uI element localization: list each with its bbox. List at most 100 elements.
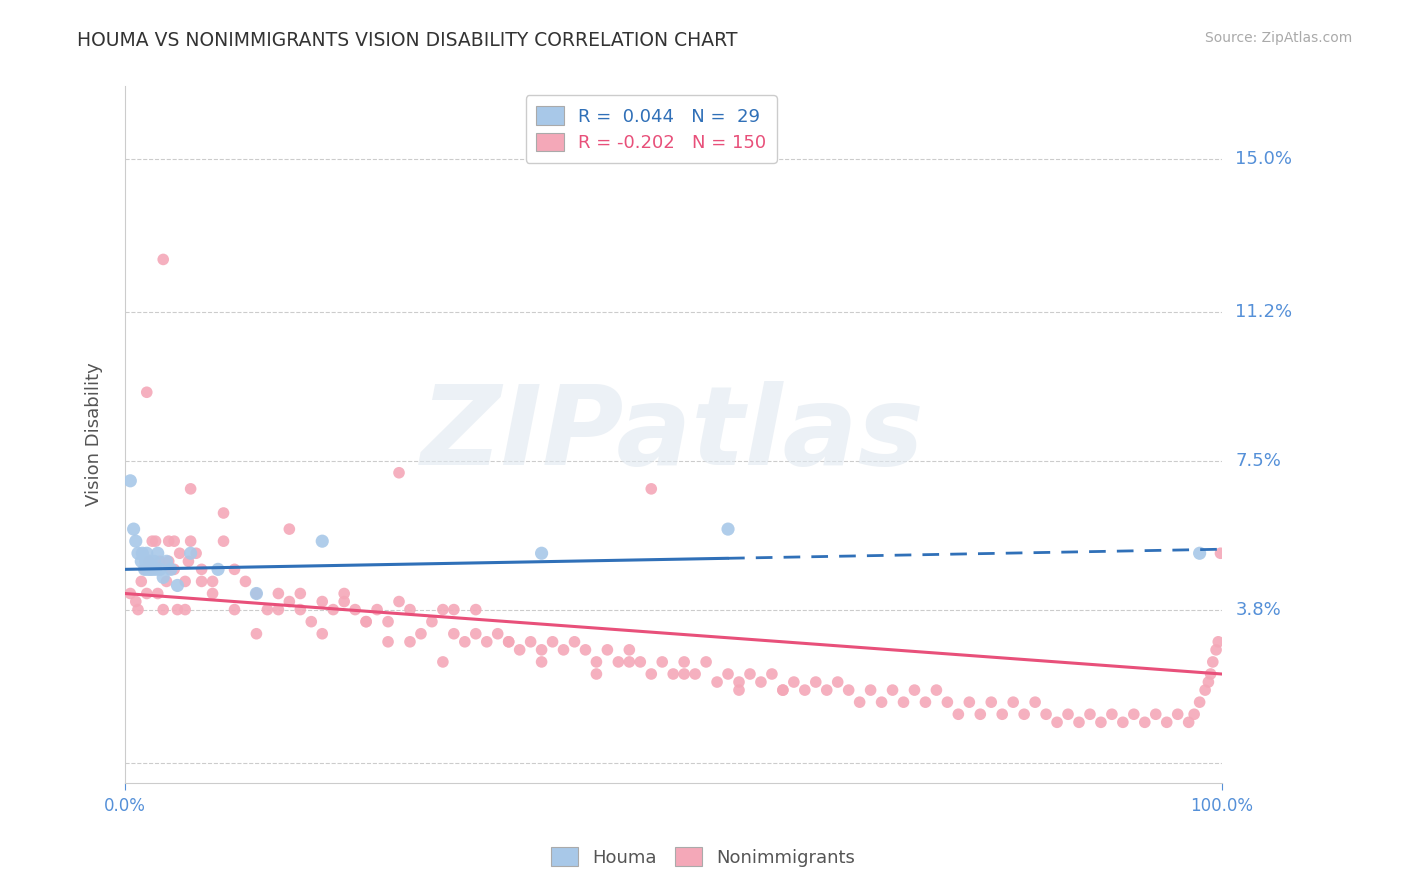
Point xyxy=(1057,707,1080,722)
Point xyxy=(717,522,740,536)
Point xyxy=(190,562,212,576)
Point xyxy=(882,683,904,698)
Point xyxy=(628,655,651,669)
Point xyxy=(827,675,849,690)
Point xyxy=(728,683,751,698)
Point xyxy=(256,602,278,616)
Point xyxy=(136,562,159,576)
Point xyxy=(848,695,870,709)
Point xyxy=(564,635,586,649)
Point xyxy=(783,675,806,690)
Point xyxy=(290,586,312,600)
Point xyxy=(980,695,1002,709)
Point xyxy=(146,546,169,560)
Text: 7.5%: 7.5% xyxy=(1236,451,1281,470)
Point xyxy=(1177,715,1199,730)
Point xyxy=(224,602,246,616)
Point xyxy=(344,602,367,616)
Point xyxy=(530,655,553,669)
Point xyxy=(278,522,301,536)
Point xyxy=(155,574,177,589)
Point xyxy=(509,643,531,657)
Point xyxy=(1206,635,1229,649)
Point xyxy=(1209,546,1232,560)
Point xyxy=(706,675,728,690)
Point xyxy=(815,683,838,698)
Point xyxy=(969,707,991,722)
Point xyxy=(212,534,235,549)
Text: 15.0%: 15.0% xyxy=(1236,150,1292,168)
Point xyxy=(174,602,197,616)
Point xyxy=(212,506,235,520)
Point xyxy=(761,667,783,681)
Point xyxy=(135,586,157,600)
Point xyxy=(311,626,333,640)
Point xyxy=(420,615,443,629)
Point xyxy=(311,594,333,608)
Point xyxy=(619,643,641,657)
Y-axis label: Vision Disability: Vision Disability xyxy=(86,363,103,507)
Point xyxy=(145,534,167,549)
Point xyxy=(129,574,152,589)
Point xyxy=(207,562,229,576)
Point xyxy=(180,534,202,549)
Point xyxy=(859,683,882,698)
Point xyxy=(120,586,142,600)
Point xyxy=(936,695,959,709)
Point xyxy=(596,643,619,657)
Point xyxy=(717,667,740,681)
Point xyxy=(333,594,356,608)
Point xyxy=(486,626,509,640)
Point xyxy=(149,562,172,576)
Point xyxy=(1024,695,1046,709)
Point xyxy=(683,667,706,681)
Point xyxy=(290,602,312,616)
Point xyxy=(157,554,180,568)
Point xyxy=(519,635,541,649)
Point xyxy=(152,570,174,584)
Point xyxy=(160,562,183,576)
Point xyxy=(948,707,970,722)
Legend: R =  0.044   N =  29, R = -0.202   N = 150: R = 0.044 N = 29, R = -0.202 N = 150 xyxy=(526,95,778,163)
Point xyxy=(354,615,377,629)
Point xyxy=(793,683,815,698)
Point xyxy=(738,667,761,681)
Point xyxy=(443,602,465,616)
Point xyxy=(1199,667,1222,681)
Point xyxy=(166,602,188,616)
Point xyxy=(145,562,167,576)
Point xyxy=(409,626,432,640)
Point xyxy=(333,586,356,600)
Point xyxy=(163,534,186,549)
Point xyxy=(311,534,333,549)
Point xyxy=(1156,715,1178,730)
Text: 11.2%: 11.2% xyxy=(1236,302,1292,321)
Point xyxy=(190,574,212,589)
Point xyxy=(1202,655,1225,669)
Point xyxy=(772,683,794,698)
Point xyxy=(443,626,465,640)
Point xyxy=(322,602,344,616)
Point xyxy=(498,635,520,649)
Point xyxy=(1197,675,1219,690)
Point xyxy=(354,615,377,629)
Text: HOUMA VS NONIMMIGRANTS VISION DISABILITY CORRELATION CHART: HOUMA VS NONIMMIGRANTS VISION DISABILITY… xyxy=(77,31,738,50)
Point xyxy=(278,594,301,608)
Point xyxy=(267,602,290,616)
Point xyxy=(125,534,148,549)
Text: ZIPatlas: ZIPatlas xyxy=(422,381,925,488)
Point xyxy=(146,586,169,600)
Point xyxy=(772,683,794,698)
Point xyxy=(120,474,142,488)
Point xyxy=(574,643,596,657)
Point xyxy=(585,667,607,681)
Point xyxy=(903,683,925,698)
Point xyxy=(149,554,172,568)
Point xyxy=(1194,683,1216,698)
Point xyxy=(157,534,180,549)
Point xyxy=(138,554,160,568)
Point xyxy=(139,562,162,576)
Point xyxy=(464,626,486,640)
Point xyxy=(607,655,630,669)
Point xyxy=(728,675,751,690)
